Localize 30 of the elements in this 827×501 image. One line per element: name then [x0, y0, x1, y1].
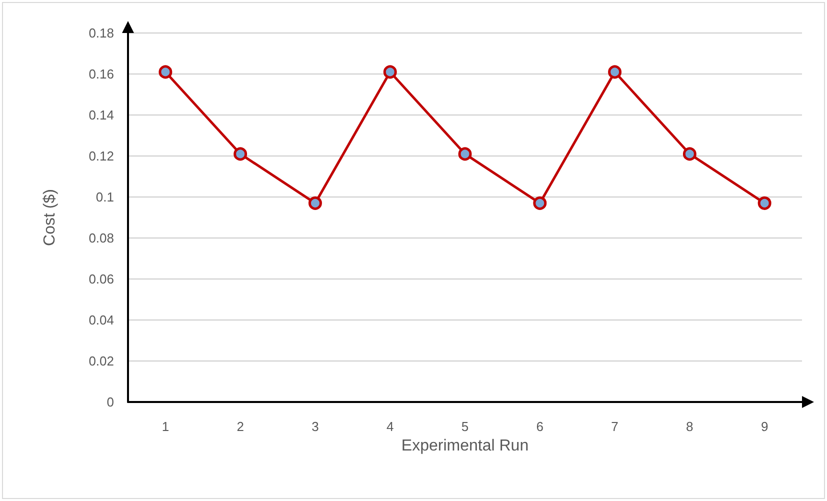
y-tick-label: 0.16 [88, 66, 114, 82]
x-tick-label: 4 [386, 419, 394, 434]
point [234, 147, 248, 161]
x-tick-label: 2 [236, 419, 244, 434]
x-axis-title: Experimental Run [401, 437, 529, 454]
x-tick-label: 5 [461, 419, 469, 434]
point [758, 196, 772, 210]
y-tick-label: 0.08 [88, 230, 114, 246]
x-tick-label: 3 [312, 419, 319, 434]
point [158, 65, 172, 79]
point [682, 147, 696, 161]
y-tick-label: 0 [106, 394, 114, 410]
point [458, 147, 472, 161]
x-tick-label: 8 [686, 419, 694, 434]
y-tick-label: 0.14 [88, 108, 114, 122]
x-tick-label: 1 [162, 419, 170, 434]
x-tick-label: 9 [760, 419, 768, 434]
y-tick-label: 0.06 [88, 272, 114, 286]
y-axis-title: Cost ($) [42, 189, 58, 246]
point [383, 65, 397, 79]
y-tick-label: 0.18 [88, 26, 114, 40]
y-tick-label: 0.12 [88, 148, 114, 164]
point [308, 196, 322, 210]
x-tick-label: 7 [611, 419, 618, 434]
point [533, 196, 547, 210]
point [608, 65, 622, 79]
y-tick-label: 0.02 [88, 354, 114, 368]
y-tick-label: 0.1 [96, 190, 114, 204]
x-tick-label: 6 [536, 419, 544, 434]
y-tick-label: 0.04 [88, 312, 114, 328]
